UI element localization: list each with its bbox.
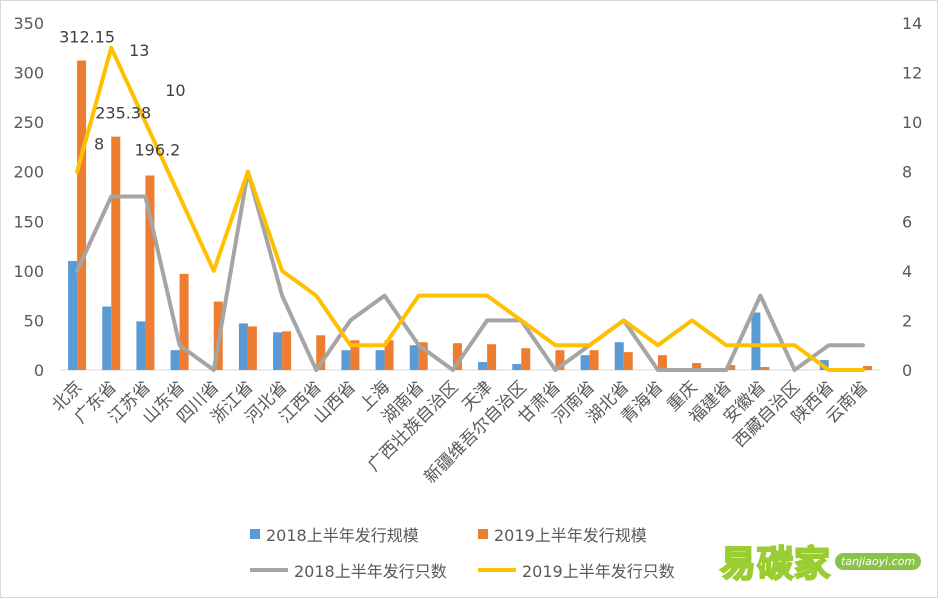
bar-2019-scale <box>350 340 360 370</box>
legend-swatch-2019-scale <box>478 529 488 539</box>
bar-2018-scale <box>341 350 351 370</box>
bar-2019-scale <box>521 348 531 370</box>
y-left-tick-label: 250 <box>13 113 44 132</box>
bar-2019-scale <box>145 175 155 370</box>
bar-2019-scale <box>760 367 770 370</box>
bar-2018-scale <box>136 321 146 370</box>
legend-item-2018-scale: 2018上半年发行规模 <box>250 522 419 546</box>
watermark-logo-text: 易碳家 <box>719 543 832 586</box>
bar-2019-scale <box>452 343 462 370</box>
bar-2019-scale <box>316 335 326 370</box>
y-right-tick-label: 4 <box>902 262 912 281</box>
bar-2019-scale <box>862 366 872 370</box>
line-2019-count <box>75 45 865 372</box>
legend: 2018上半年发行规模 2019上半年发行规模 2018上半年发行只数 2019… <box>250 522 710 592</box>
bar-2018-scale <box>512 364 522 370</box>
data-label: 10 <box>165 81 185 100</box>
data-label: 235.38 <box>95 104 151 123</box>
y-right-tick-label: 2 <box>902 311 912 330</box>
bar-2019-scale <box>282 331 292 370</box>
y-left-tick-label: 350 <box>13 14 44 33</box>
bar-2018-scale <box>580 355 590 370</box>
bar-2019-scale <box>384 340 394 370</box>
bar-2019-scale <box>657 355 667 370</box>
bar-2018-scale <box>68 260 78 370</box>
bar-2019-scale <box>77 60 87 370</box>
legend-swatch-2019-count <box>478 568 516 572</box>
legend-label-2019-count: 2019上半年发行只数 <box>522 562 675 581</box>
bar-2019-scale <box>247 326 257 370</box>
bar-2018-scale <box>170 350 180 370</box>
data-label: 13 <box>129 41 149 60</box>
y-right-tick-label: 14 <box>902 14 922 33</box>
y-left-tick-label: 0 <box>34 361 44 380</box>
y-left-tick-label: 100 <box>13 262 44 281</box>
bar-2019-scale <box>418 342 428 370</box>
legend-label-2019-scale: 2019上半年发行规模 <box>494 526 647 545</box>
bar-2018-scale <box>375 350 385 370</box>
y-right-tick-label: 8 <box>902 163 912 182</box>
watermark-url: tanjiaoyi.com <box>835 552 922 570</box>
data-label: 312.15 <box>59 28 115 47</box>
legend-item-2019-count: 2019上半年发行只数 <box>478 558 675 582</box>
legend-item-2018-count: 2018上半年发行只数 <box>250 558 447 582</box>
bar-2019-scale <box>111 136 121 370</box>
y-left-tick-label: 150 <box>13 212 44 231</box>
bar-2019-scale <box>623 352 633 370</box>
bar-2019-scale <box>555 350 565 370</box>
bar-2018-scale <box>409 345 419 370</box>
bar-2018-scale <box>102 306 112 370</box>
watermark: 易碳家 tanjiaoyi.com <box>719 535 922 587</box>
legend-label-2018-count: 2018上半年发行只数 <box>294 562 447 581</box>
bar-2019-scale <box>692 363 702 370</box>
y-right-tick-label: 6 <box>902 212 912 231</box>
legend-item-2019-scale: 2019上半年发行规模 <box>478 522 647 546</box>
y-right-tick-label: 12 <box>902 64 922 83</box>
legend-swatch-2018-count <box>250 568 288 572</box>
data-label: 196.2 <box>135 140 181 159</box>
line-2018-count <box>75 169 865 372</box>
bar-2019-scale <box>487 344 497 370</box>
bar-2018-scale <box>478 362 488 370</box>
bar-2019-scale <box>589 350 599 370</box>
y-left-tick-label: 50 <box>24 311 44 330</box>
y-left-tick-label: 200 <box>13 163 44 182</box>
data-label: 8 <box>94 135 104 154</box>
bar-2018-scale <box>238 323 248 370</box>
y-left-tick-label: 300 <box>13 64 44 83</box>
bar-2019-scale <box>179 273 189 370</box>
y-right-tick-label: 10 <box>902 113 922 132</box>
bar-2019-scale <box>726 365 736 370</box>
legend-swatch-2018-scale <box>250 529 260 539</box>
bar-2018-scale <box>751 312 761 370</box>
bar-2018-scale <box>614 342 624 370</box>
legend-label-2018-scale: 2018上半年发行规模 <box>266 526 419 545</box>
bar-2018-scale <box>273 332 283 370</box>
y-right-tick-label: 0 <box>902 361 912 380</box>
